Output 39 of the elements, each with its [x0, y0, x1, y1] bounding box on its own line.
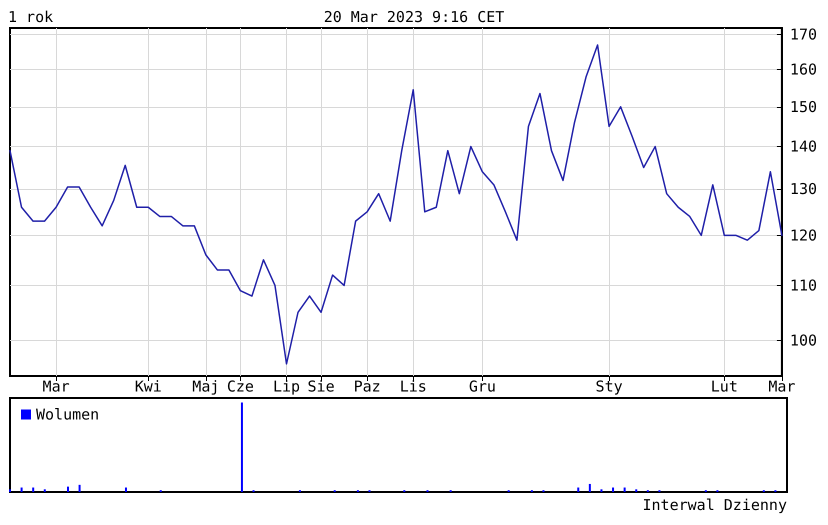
x-tick-label: Cze	[226, 378, 254, 396]
y-tick-label: 140	[790, 138, 817, 156]
y-tick-label: 150	[790, 98, 817, 116]
y-tick-label: 120	[790, 226, 817, 244]
bar	[635, 489, 638, 492]
x-tick-label: Kwi	[134, 378, 162, 396]
bar	[124, 488, 127, 492]
y-tick-label: 110	[790, 276, 817, 294]
bar	[624, 488, 626, 492]
bar	[78, 484, 81, 492]
x-tick-label: Mar	[768, 378, 796, 396]
line-series	[9, 44, 783, 365]
x-tick-label: Lis	[400, 378, 427, 396]
x-tick-label: Lut	[710, 378, 738, 396]
x-tick-label: Sie	[308, 378, 335, 396]
y-tick-label: 170	[790, 26, 817, 44]
bar	[20, 488, 23, 492]
x-tick-label: Gru	[468, 378, 496, 396]
bar	[240, 402, 243, 492]
chart-title: 1 rok	[8, 8, 54, 26]
y-tick-label: 130	[790, 180, 817, 198]
bar	[600, 489, 602, 492]
bar	[612, 488, 614, 492]
x-tick-label: Maj	[192, 378, 220, 396]
bar	[32, 488, 34, 492]
text: Interwal Dzienny	[642, 496, 787, 514]
chart-subtitle: 20 Mar 2023 9:16 CET	[324, 8, 504, 26]
bar	[44, 489, 46, 492]
y-tick-label: 100	[790, 331, 817, 350]
y-tick-label: 160	[790, 60, 817, 79]
x-tick-label: Lip	[272, 378, 300, 396]
x-tick-label: Sty	[596, 378, 623, 396]
bar	[588, 484, 591, 492]
bar	[66, 486, 69, 492]
legend-label: Wolumen	[36, 406, 100, 424]
bar	[577, 488, 580, 492]
x-tick-label: Paz	[354, 378, 381, 396]
bar	[9, 489, 11, 492]
x-tick-label: Mar	[42, 378, 70, 396]
